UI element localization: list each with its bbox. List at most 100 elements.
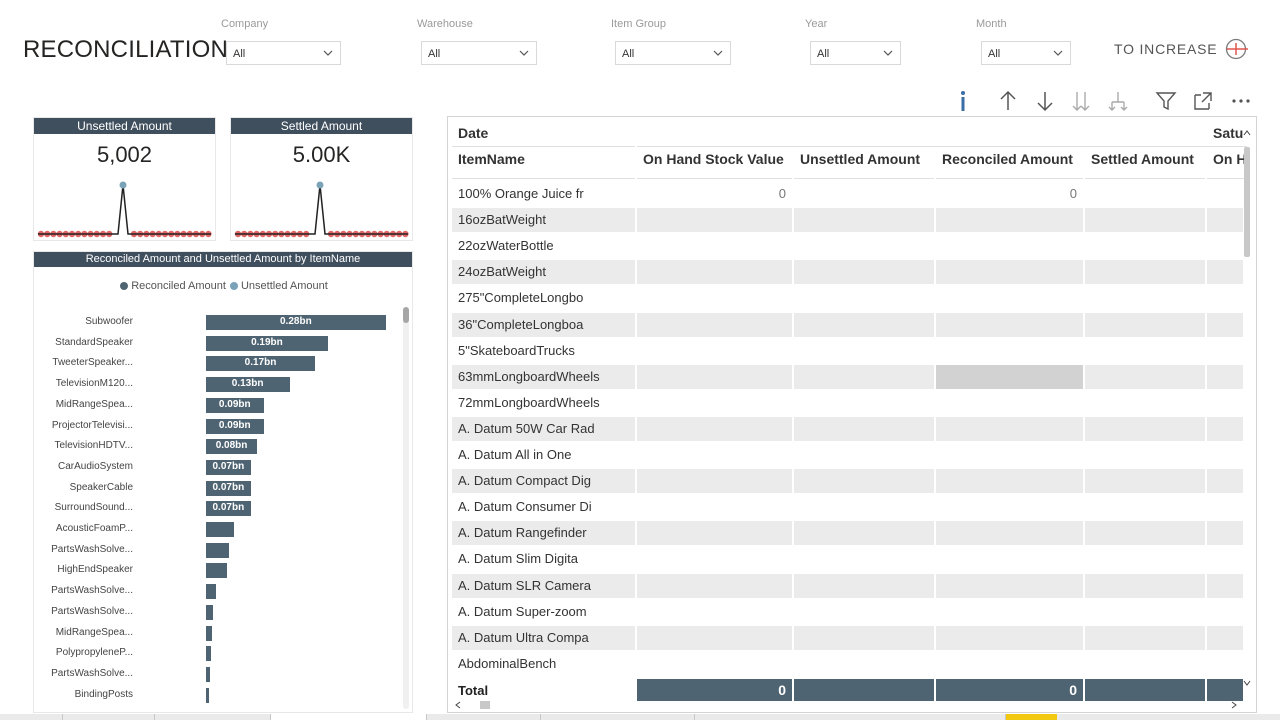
bar[interactable]: [206, 315, 386, 330]
matrix-cell[interactable]: [794, 208, 934, 233]
matrix-cell[interactable]: [1207, 625, 1243, 650]
bar-row[interactable]: PartsWashSolve...: [34, 604, 394, 621]
matrix-cell[interactable]: [936, 495, 1083, 520]
matrix-cell[interactable]: [637, 260, 792, 285]
bar[interactable]: [206, 584, 217, 600]
page-tab-active[interactable]: [1005, 714, 1057, 720]
matrix-cell[interactable]: [936, 208, 1083, 233]
matrix-row-label[interactable]: A. Datum Consumer Di: [452, 495, 635, 520]
column-header-unsettled[interactable]: Unsettled Amount: [794, 147, 934, 179]
matrix-cell[interactable]: [1207, 234, 1243, 259]
info-icon[interactable]: [950, 88, 976, 114]
matrix-cell[interactable]: [1085, 208, 1205, 233]
matrix-cell[interactable]: [637, 573, 792, 598]
matrix-cell[interactable]: [1085, 625, 1205, 650]
matrix-cell[interactable]: [1085, 312, 1205, 337]
matrix-cell[interactable]: [637, 286, 792, 311]
matrix-cell[interactable]: [794, 651, 934, 676]
matrix-row-label[interactable]: AbdominalBench: [452, 651, 635, 676]
bar[interactable]: [206, 377, 290, 393]
matrix-cell[interactable]: [936, 234, 1083, 259]
matrix-row-label[interactable]: 100% Orange Juice fr: [452, 182, 635, 206]
matrix-cell[interactable]: [794, 443, 934, 467]
matrix-cell[interactable]: 0: [936, 182, 1083, 206]
matrix-cell[interactable]: [794, 547, 934, 572]
expand-all-down-icon[interactable]: [1068, 88, 1094, 114]
matrix-cell[interactable]: [794, 234, 934, 259]
matrix-cell[interactable]: [1085, 234, 1205, 259]
bar-row[interactable]: TelevisionHDTV... 0.08bn: [34, 439, 394, 455]
bar[interactable]: [206, 563, 227, 579]
expand-hierarchy-icon[interactable]: [1105, 88, 1131, 114]
matrix-cell[interactable]: [637, 338, 792, 363]
bar[interactable]: [206, 418, 264, 434]
matrix-cell[interactable]: [794, 260, 934, 285]
matrix-cell[interactable]: [794, 469, 934, 494]
filter-icon[interactable]: [1153, 88, 1179, 114]
bar[interactable]: [206, 604, 214, 620]
matrix-cell[interactable]: [637, 443, 792, 467]
matrix-cell[interactable]: [1085, 469, 1205, 494]
bar-row[interactable]: TweeterSpeaker... 0.17bn: [34, 356, 394, 372]
matrix-cell[interactable]: [1207, 182, 1243, 206]
reconciliation-matrix[interactable]: Date Satu ItemName On Hand Stock Value U…: [447, 116, 1257, 713]
matrix-cell[interactable]: [637, 469, 792, 494]
bar[interactable]: [206, 356, 316, 372]
matrix-cell[interactable]: [1207, 599, 1243, 624]
row-header-itemname[interactable]: ItemName: [452, 147, 635, 179]
chart-scrollbar[interactable]: [403, 307, 409, 709]
matrix-row-label[interactable]: A. Datum Super-zoom: [452, 599, 635, 624]
drill-down-icon[interactable]: [1032, 88, 1058, 114]
company-dropdown[interactable]: All: [226, 41, 341, 65]
bar[interactable]: [206, 687, 209, 703]
matrix-row-label[interactable]: 275"CompleteLongbo: [452, 286, 635, 311]
matrix-cell[interactable]: [1207, 286, 1243, 311]
matrix-cell[interactable]: [1207, 573, 1243, 598]
page-tab[interactable]: [426, 714, 540, 720]
matrix-cell[interactable]: [637, 625, 792, 650]
more-options-icon[interactable]: [1228, 88, 1254, 114]
matrix-cell[interactable]: [936, 469, 1083, 494]
bar[interactable]: [206, 459, 251, 475]
matrix-cell[interactable]: [637, 390, 792, 415]
unsettled-amount-card[interactable]: Unsettled Amount 5,002: [33, 117, 216, 241]
matrix-cell[interactable]: [936, 416, 1083, 441]
matrix-cell[interactable]: [794, 390, 934, 415]
matrix-vertical-scrollbar[interactable]: [1243, 125, 1251, 693]
matrix-row-label[interactable]: 36"CompleteLongboa: [452, 312, 635, 337]
page-tab[interactable]: [270, 714, 426, 720]
matrix-cell[interactable]: [1207, 260, 1243, 285]
matrix-cell[interactable]: [936, 312, 1083, 337]
page-tab[interactable]: [154, 714, 270, 720]
month-dropdown[interactable]: All: [981, 41, 1071, 65]
warehouse-dropdown[interactable]: All: [421, 41, 537, 65]
matrix-cell[interactable]: [936, 390, 1083, 415]
row-header-date[interactable]: Date: [452, 121, 635, 147]
matrix-cell[interactable]: [794, 625, 934, 650]
matrix-cell[interactable]: [1085, 443, 1205, 467]
matrix-cell[interactable]: [1207, 547, 1243, 572]
matrix-cell[interactable]: [1085, 182, 1205, 206]
matrix-cell[interactable]: [794, 338, 934, 363]
column-header-on-hand-2[interactable]: On H: [1207, 147, 1247, 179]
matrix-cell[interactable]: [1085, 599, 1205, 624]
matrix-row-label[interactable]: A. Datum 50W Car Rad: [452, 416, 635, 441]
bar-row[interactable]: ProjectorTelevisi... 0.09bn: [34, 418, 394, 435]
matrix-cell[interactable]: [637, 599, 792, 624]
matrix-cell[interactable]: [637, 547, 792, 572]
reconciled-unsettled-bar-chart[interactable]: Reconciled Amount and Unsettled Amount b…: [33, 251, 413, 713]
matrix-cell[interactable]: [1207, 416, 1243, 441]
scrollbar-thumb[interactable]: [403, 307, 409, 323]
matrix-cell[interactable]: [794, 599, 934, 624]
matrix-cell[interactable]: [1085, 495, 1205, 520]
matrix-row-label[interactable]: 63mmLongboardWheels: [452, 364, 635, 389]
drill-up-icon[interactable]: [995, 88, 1021, 114]
matrix-cell[interactable]: [1207, 443, 1243, 467]
bar[interactable]: [206, 646, 211, 662]
bar[interactable]: [206, 666, 210, 682]
matrix-cell[interactable]: [1207, 469, 1243, 494]
matrix-cell[interactable]: [1207, 651, 1243, 676]
matrix-horizontal-scrollbar[interactable]: [454, 700, 1244, 710]
matrix-row-label[interactable]: A. Datum Slim Digita: [452, 547, 635, 572]
bar-row[interactable]: SpeakerCable 0.07bn: [34, 480, 394, 497]
